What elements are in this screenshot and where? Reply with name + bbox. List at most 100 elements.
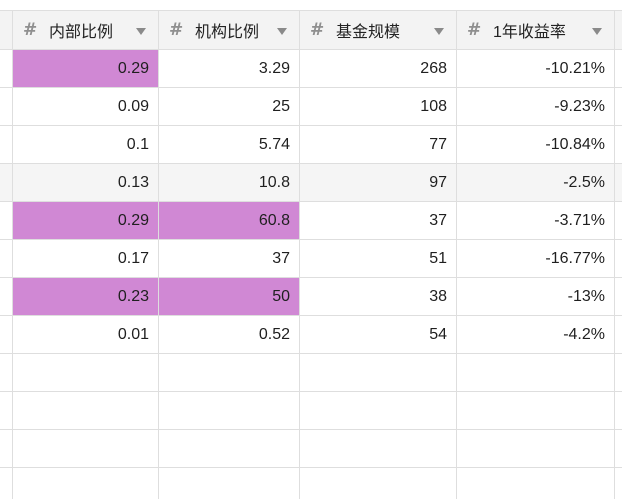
hash-icon: #	[23, 20, 38, 40]
cell-institution-ratio[interactable]: 3.29	[159, 50, 300, 87]
row-overflow	[615, 354, 622, 391]
column-header-internal-ratio[interactable]: # 内部比例	[13, 11, 159, 49]
row-gutter	[0, 430, 13, 467]
row-gutter	[0, 88, 13, 125]
empty-cell	[300, 354, 457, 391]
row-overflow	[615, 88, 622, 125]
empty-cell	[300, 430, 457, 467]
cell-institution-ratio[interactable]: 25	[159, 88, 300, 125]
row-overflow	[615, 126, 622, 163]
table-row[interactable]: 0.17 37 51 -16.77%	[0, 240, 622, 278]
chevron-down-icon[interactable]	[277, 27, 287, 35]
cell-1y-return[interactable]: -16.77%	[457, 240, 615, 277]
cell-internal-ratio[interactable]: 0.09	[13, 88, 159, 125]
hash-icon: #	[169, 20, 184, 40]
table-row[interactable]: 0.29 3.29 268 -10.21%	[0, 50, 622, 88]
cell-1y-return[interactable]: -10.84%	[457, 126, 615, 163]
cell-institution-ratio[interactable]: 37	[159, 240, 300, 277]
empty-cell	[159, 354, 300, 391]
cell-institution-ratio[interactable]: 50	[159, 278, 300, 315]
hash-icon: #	[467, 20, 482, 40]
row-gutter	[0, 354, 13, 391]
cell-1y-return[interactable]: -3.71%	[457, 202, 615, 239]
chevron-down-icon[interactable]	[592, 27, 602, 35]
empty-row	[0, 354, 622, 392]
table-header: # 内部比例 # 机构比例 # 基金规模 # 1年收益率	[0, 10, 622, 50]
column-header-label: 基金规模	[336, 24, 401, 41]
cell-fund-size[interactable]: 51	[300, 240, 457, 277]
row-overflow	[615, 202, 622, 239]
column-header-1y-return[interactable]: # 1年收益率	[457, 11, 615, 49]
row-gutter	[0, 278, 13, 315]
column-header-institution-ratio[interactable]: # 机构比例	[159, 11, 300, 49]
column-header-label: 1年收益率	[493, 24, 566, 41]
row-overflow	[615, 50, 622, 87]
row-gutter	[0, 50, 13, 87]
empty-cell	[159, 468, 300, 499]
cell-fund-size[interactable]: 38	[300, 278, 457, 315]
empty-cell	[300, 468, 457, 499]
cell-internal-ratio[interactable]: 0.23	[13, 278, 159, 315]
cell-institution-ratio[interactable]: 10.8	[159, 164, 300, 201]
empty-cell	[13, 354, 159, 391]
row-gutter	[0, 392, 13, 429]
empty-cell	[13, 430, 159, 467]
cell-internal-ratio[interactable]: 0.01	[13, 316, 159, 353]
cell-institution-ratio[interactable]: 5.74	[159, 126, 300, 163]
row-gutter-header	[0, 11, 13, 49]
row-gutter	[0, 202, 13, 239]
column-header-label: 内部比例	[49, 24, 114, 41]
cell-fund-size[interactable]: 268	[300, 50, 457, 87]
row-gutter	[0, 240, 13, 277]
cell-fund-size[interactable]: 77	[300, 126, 457, 163]
cell-internal-ratio[interactable]: 0.29	[13, 50, 159, 87]
table-row[interactable]: 0.01 0.52 54 -4.2%	[0, 316, 622, 354]
row-overflow	[615, 468, 622, 499]
cell-institution-ratio[interactable]: 60.8	[159, 202, 300, 239]
table-row[interactable]: 0.23 50 38 -13%	[0, 278, 622, 316]
cell-fund-size[interactable]: 97	[300, 164, 457, 201]
empty-cell	[159, 392, 300, 429]
row-overflow	[615, 164, 622, 201]
hash-icon: #	[310, 20, 325, 40]
empty-cell	[13, 468, 159, 499]
cell-internal-ratio[interactable]: 0.17	[13, 240, 159, 277]
empty-cell	[457, 354, 615, 391]
cell-1y-return[interactable]: -2.5%	[457, 164, 615, 201]
empty-cell	[159, 430, 300, 467]
cell-internal-ratio[interactable]: 0.29	[13, 202, 159, 239]
table-row[interactable]: 0.29 60.8 37 -3.71%	[0, 202, 622, 240]
cell-internal-ratio[interactable]: 0.1	[13, 126, 159, 163]
row-overflow	[615, 240, 622, 277]
row-overflow	[615, 316, 622, 353]
cell-fund-size[interactable]: 37	[300, 202, 457, 239]
row-gutter	[0, 164, 13, 201]
cell-fund-size[interactable]: 54	[300, 316, 457, 353]
empty-row	[0, 468, 622, 499]
empty-row	[0, 392, 622, 430]
table-row[interactable]: 0.1 5.74 77 -10.84%	[0, 126, 622, 164]
empty-cell	[457, 430, 615, 467]
empty-cell	[300, 392, 457, 429]
row-gutter	[0, 468, 13, 499]
cell-1y-return[interactable]: -10.21%	[457, 50, 615, 87]
cell-internal-ratio[interactable]: 0.13	[13, 164, 159, 201]
empty-cell	[13, 392, 159, 429]
row-gutter	[0, 126, 13, 163]
empty-cell	[457, 468, 615, 499]
chevron-down-icon[interactable]	[136, 27, 146, 35]
cell-1y-return[interactable]: -13%	[457, 278, 615, 315]
cell-fund-size[interactable]: 108	[300, 88, 457, 125]
chevron-down-icon[interactable]	[434, 27, 444, 35]
table-row[interactable]: 0.09 25 108 -9.23%	[0, 88, 622, 126]
empty-row	[0, 430, 622, 468]
row-overflow	[615, 430, 622, 467]
row-gutter	[0, 316, 13, 353]
column-header-fund-size[interactable]: # 基金规模	[300, 11, 457, 49]
table-row[interactable]: 0.13 10.8 97 -2.5%	[0, 164, 622, 202]
cell-institution-ratio[interactable]: 0.52	[159, 316, 300, 353]
row-overflow	[615, 392, 622, 429]
cell-1y-return[interactable]: -4.2%	[457, 316, 615, 353]
cell-1y-return[interactable]: -9.23%	[457, 88, 615, 125]
